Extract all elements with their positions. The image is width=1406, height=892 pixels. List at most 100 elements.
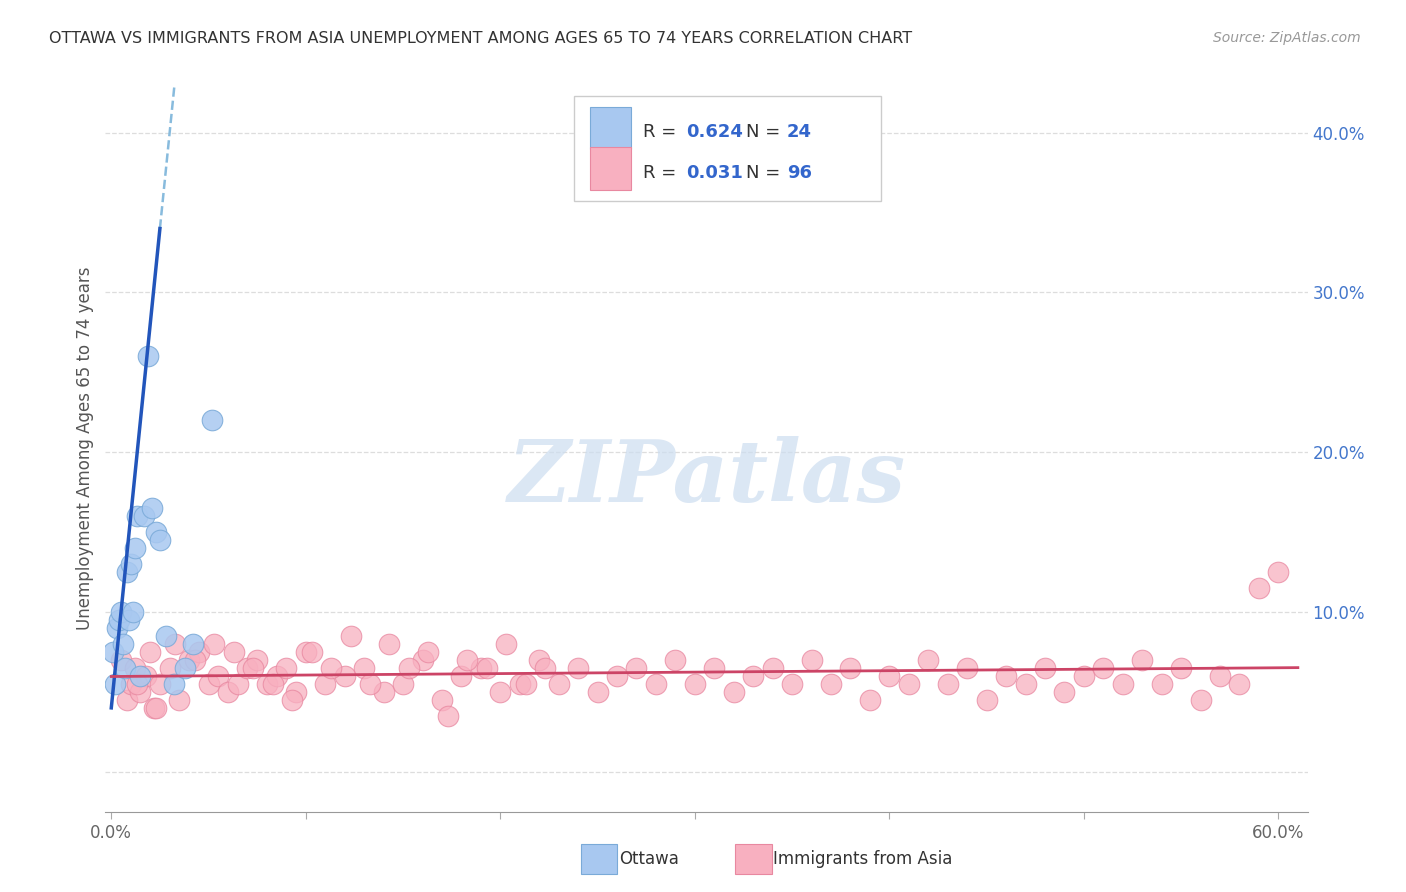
Point <box>723 685 745 699</box>
Text: N =: N = <box>747 164 786 182</box>
Point <box>1073 669 1095 683</box>
Point <box>839 661 862 675</box>
Point <box>879 669 901 683</box>
Point <box>1247 581 1270 595</box>
Point <box>124 541 146 555</box>
Point <box>169 693 191 707</box>
Point <box>118 613 141 627</box>
Point <box>995 669 1018 683</box>
Point <box>124 661 146 675</box>
Point <box>703 661 725 675</box>
Point <box>149 533 172 547</box>
Text: 0.031: 0.031 <box>686 164 742 182</box>
Point <box>155 629 177 643</box>
Point <box>125 677 148 691</box>
Point <box>226 677 249 691</box>
Point <box>201 413 224 427</box>
Point <box>1170 661 1192 675</box>
Point <box>664 653 686 667</box>
Point <box>114 661 136 675</box>
Point <box>742 669 765 683</box>
Point <box>398 661 420 675</box>
Point <box>207 669 229 683</box>
Point <box>301 645 323 659</box>
Point <box>475 661 498 675</box>
Point <box>143 701 166 715</box>
Point <box>897 677 920 691</box>
Point <box>1150 677 1173 691</box>
Point <box>181 637 204 651</box>
Point <box>184 653 207 667</box>
Point <box>105 621 128 635</box>
FancyBboxPatch shape <box>574 95 880 201</box>
Point <box>359 677 381 691</box>
Point <box>333 669 356 683</box>
Point <box>378 637 401 651</box>
Text: 24: 24 <box>787 123 813 141</box>
Point <box>222 645 245 659</box>
Point <box>262 677 284 691</box>
Point <box>103 645 125 659</box>
Text: 0.624: 0.624 <box>686 123 742 141</box>
Point <box>115 693 138 707</box>
Point <box>319 661 342 675</box>
Point <box>314 677 336 691</box>
Text: R =: R = <box>643 123 682 141</box>
Point <box>295 645 318 659</box>
FancyBboxPatch shape <box>591 147 631 190</box>
Point <box>1033 661 1056 675</box>
Point <box>430 693 453 707</box>
Point <box>762 661 785 675</box>
Point <box>141 501 163 516</box>
Point <box>683 677 706 691</box>
Point <box>285 685 308 699</box>
Point <box>187 645 209 659</box>
Point <box>174 661 197 675</box>
Point <box>450 669 472 683</box>
Point <box>104 677 127 691</box>
Point <box>515 677 537 691</box>
Point <box>353 661 375 675</box>
Point <box>859 693 882 707</box>
Point <box>418 645 440 659</box>
Point <box>917 653 939 667</box>
FancyBboxPatch shape <box>591 106 631 150</box>
Point <box>115 565 138 579</box>
Point <box>412 653 434 667</box>
Point <box>256 677 278 691</box>
Text: Source: ZipAtlas.com: Source: ZipAtlas.com <box>1213 31 1361 45</box>
Point <box>111 637 134 651</box>
Point <box>606 669 628 683</box>
Point <box>129 669 152 683</box>
Point <box>470 661 492 675</box>
Point <box>197 677 219 691</box>
Point <box>165 637 187 651</box>
Point <box>780 677 803 691</box>
Text: Immigrants from Asia: Immigrants from Asia <box>773 850 953 868</box>
Y-axis label: Unemployment Among Ages 65 to 74 years: Unemployment Among Ages 65 to 74 years <box>76 267 94 630</box>
Point <box>110 653 132 667</box>
Point <box>110 605 132 619</box>
Point <box>645 677 668 691</box>
Point <box>1209 669 1232 683</box>
Point <box>456 653 478 667</box>
Point <box>529 653 551 667</box>
Point <box>202 637 225 651</box>
Point <box>149 677 172 691</box>
Point <box>1189 693 1212 707</box>
Point <box>1112 677 1135 691</box>
Text: OTTAWA VS IMMIGRANTS FROM ASIA UNEMPLOYMENT AMONG AGES 65 TO 74 YEARS CORRELATIO: OTTAWA VS IMMIGRANTS FROM ASIA UNEMPLOYM… <box>49 31 912 46</box>
Text: R =: R = <box>643 164 682 182</box>
Point <box>217 685 239 699</box>
Point <box>1267 565 1289 579</box>
Point <box>1053 685 1076 699</box>
Point <box>120 557 142 571</box>
Point <box>125 509 148 524</box>
Point <box>1130 653 1153 667</box>
Point <box>136 350 159 364</box>
Point <box>1229 677 1251 691</box>
Point <box>108 613 131 627</box>
Point <box>281 693 304 707</box>
Point <box>436 709 458 723</box>
Point <box>159 661 181 675</box>
